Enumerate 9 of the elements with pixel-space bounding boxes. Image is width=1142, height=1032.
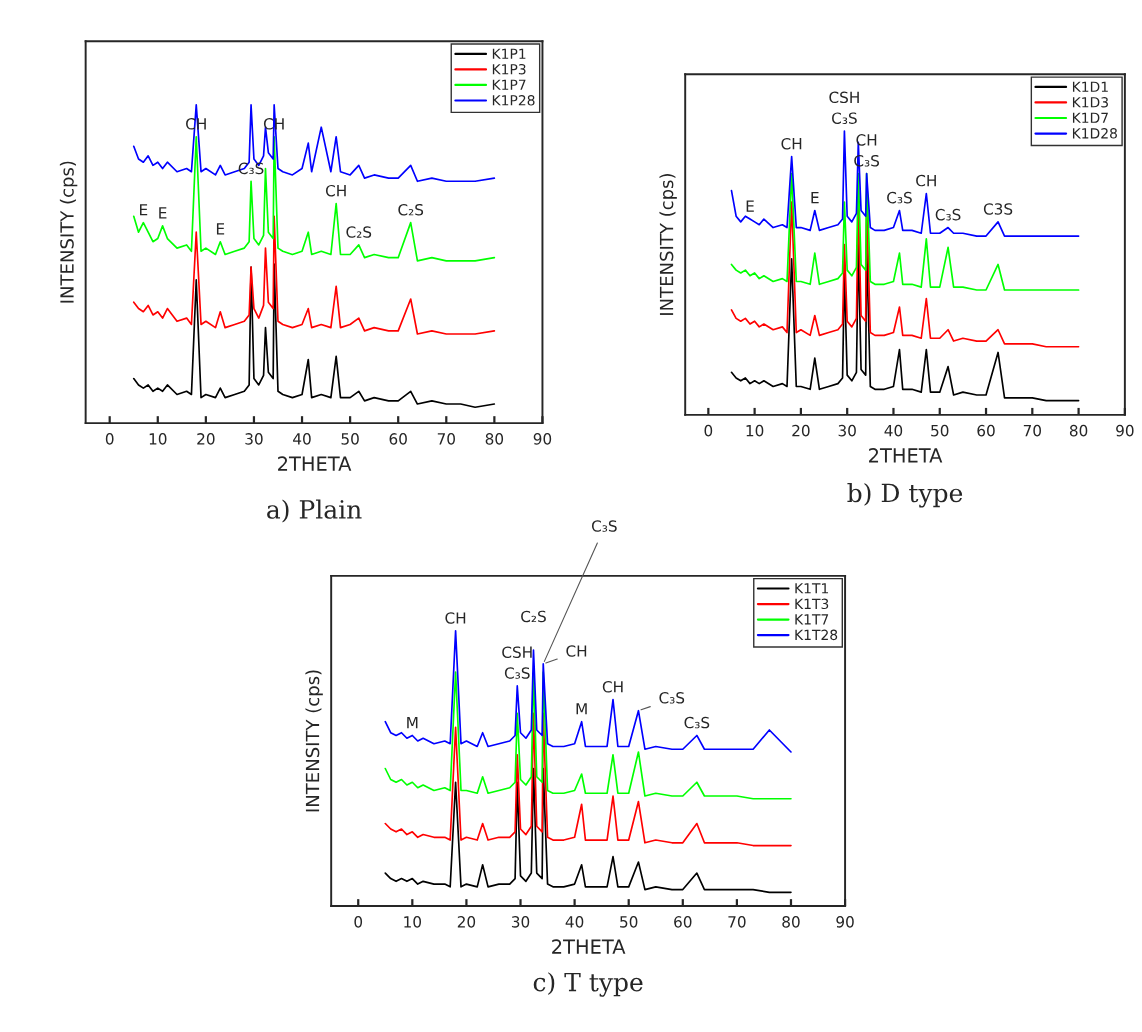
y-axis-title: INTENSITY (cps) (59, 161, 78, 303)
text: c) T type (533, 972, 643, 997)
x-axis-title: 2THETA (552, 939, 626, 954)
x-axis-title: 2THETA (278, 456, 352, 471)
text: b) D type (847, 482, 963, 508)
y-axis-title: INTENSITY (cps) (659, 174, 677, 315)
x-axis-title: 2THETA (869, 448, 943, 463)
y-axis-title: INTENSITY (cps) (305, 670, 323, 812)
text: a) Plain (267, 499, 362, 523)
